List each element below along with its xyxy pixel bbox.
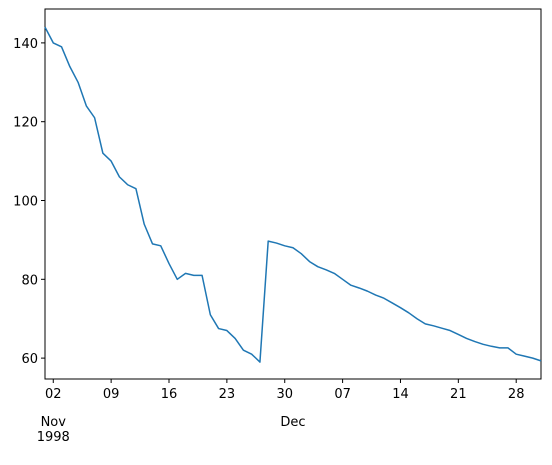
x-month-label: Dec <box>280 415 305 430</box>
y-tick-label: 100 <box>13 195 38 210</box>
x-year-label: 1998 <box>37 430 70 445</box>
x-tick-label: 28 <box>508 387 525 402</box>
x-tick-label: 09 <box>103 387 120 402</box>
x-tick-label: 07 <box>334 387 351 402</box>
y-tick-label: 120 <box>13 116 38 131</box>
x-tick-label: 21 <box>450 387 467 402</box>
x-tick-label: 16 <box>161 387 178 402</box>
y-tick-label: 140 <box>13 37 38 52</box>
x-tick-label: 23 <box>219 387 236 402</box>
line <box>44 26 542 363</box>
y-tick-label: 60 <box>21 352 38 367</box>
x-tick-label: 30 <box>276 387 293 402</box>
x-tick-label: 02 <box>45 387 62 402</box>
plot-frame <box>44 8 542 380</box>
y-tick-label: 80 <box>21 273 38 288</box>
x-tick-label: 14 <box>392 387 409 402</box>
x-month-label: Nov <box>41 415 67 430</box>
